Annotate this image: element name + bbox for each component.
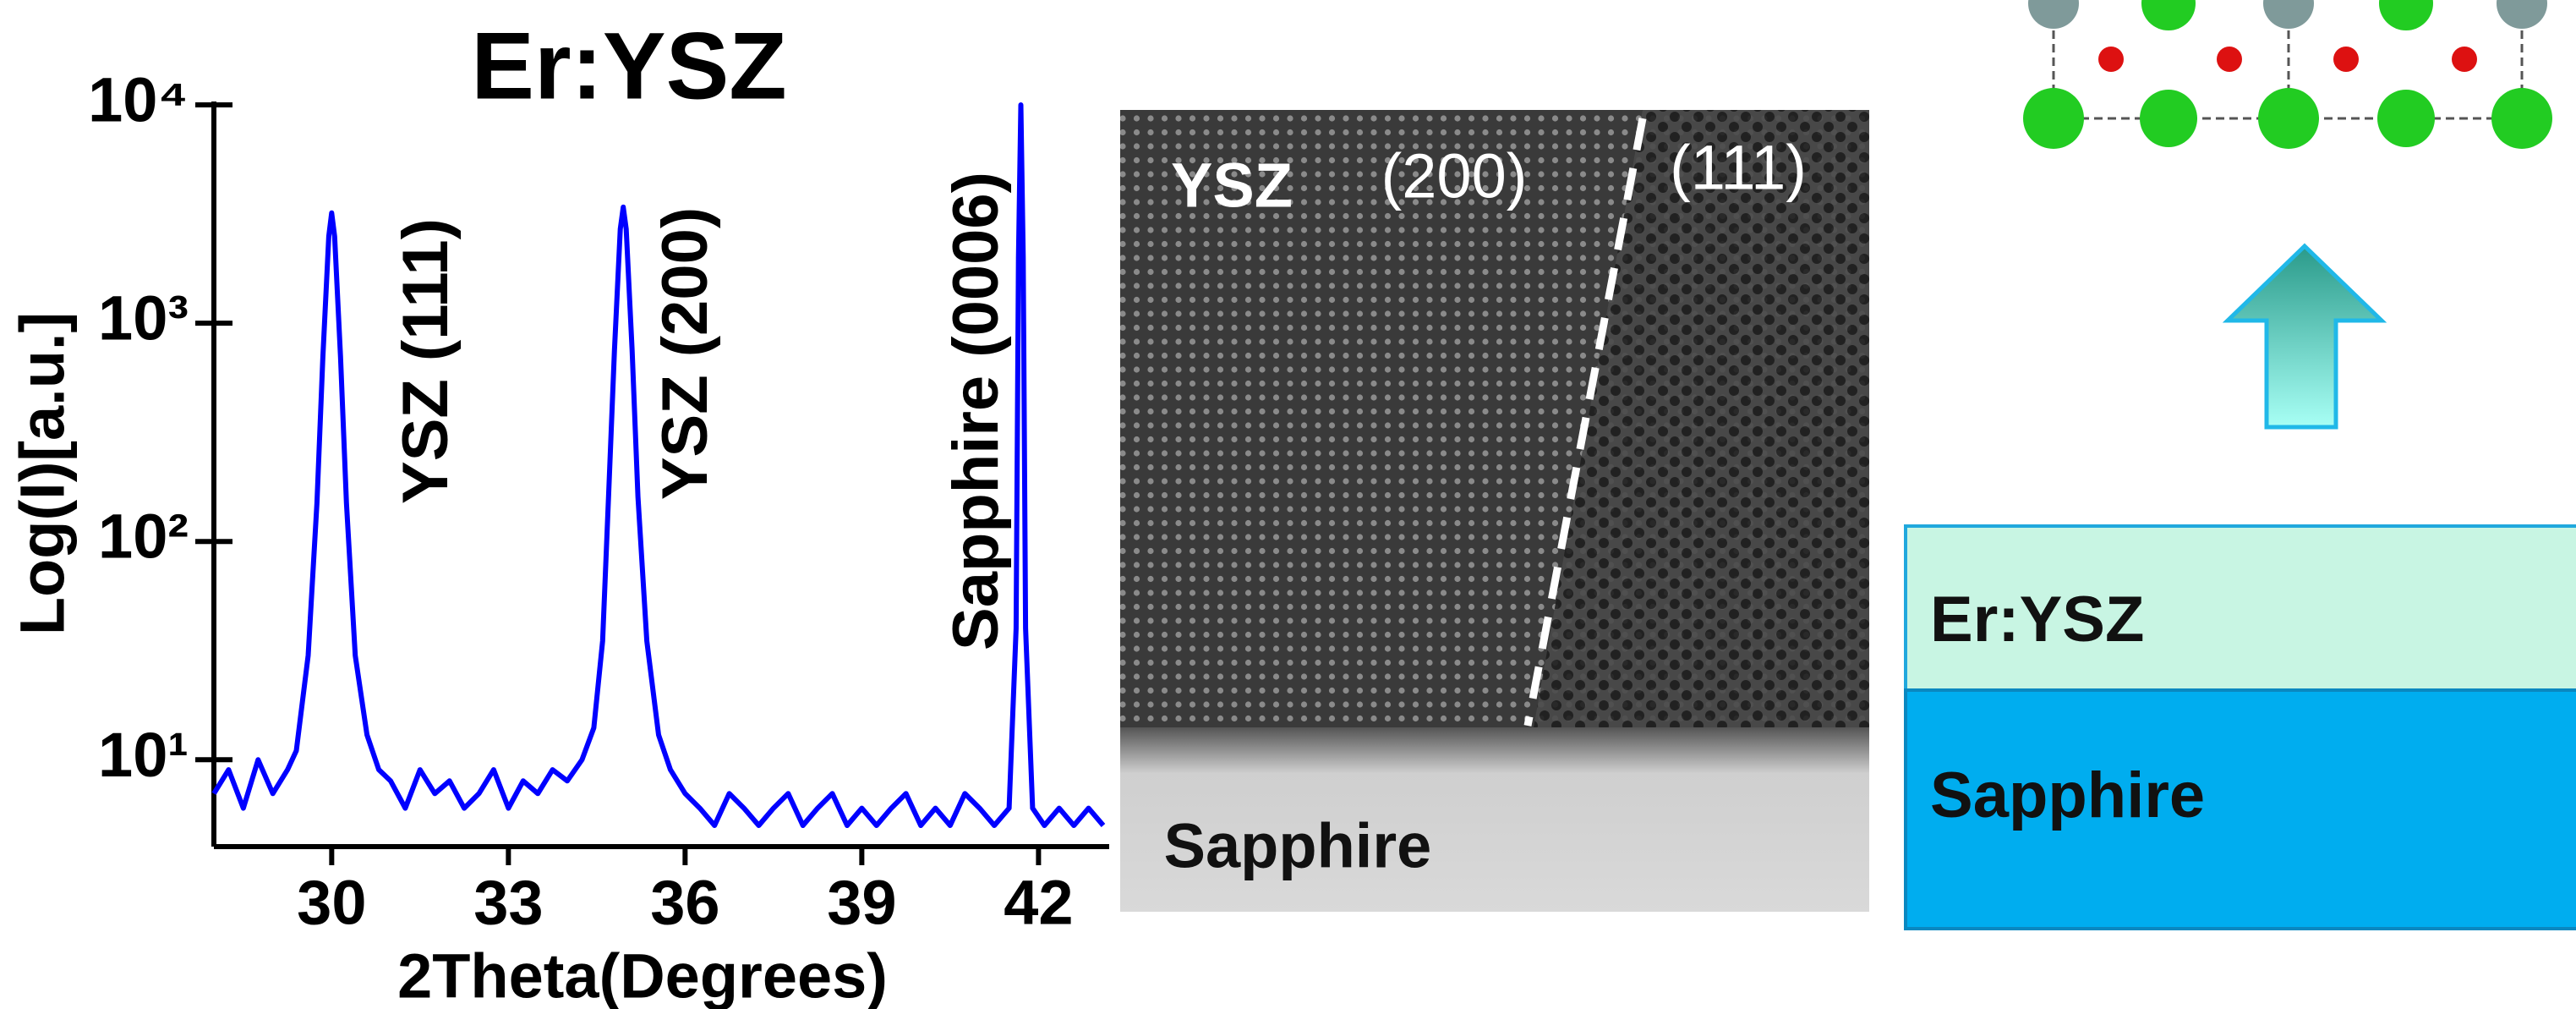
tem-label: YSZ xyxy=(1171,151,1293,221)
boundary-line xyxy=(1523,118,1647,727)
substrate-layer xyxy=(1904,688,2576,930)
layer-label: Sapphire xyxy=(1930,759,2205,831)
tem-image: YSZ (200) (111) Sapphire xyxy=(1120,110,1869,912)
x-axis-label: 2Theta(Degrees) xyxy=(397,941,888,1009)
y-tick-label: 10³ xyxy=(98,283,189,354)
plot-area: 30 33 36 39 42 10¹ 10² 10³ 10⁴ xyxy=(88,65,1109,938)
atoms xyxy=(2023,0,2552,149)
arrow xyxy=(2222,243,2387,430)
x-tick-label: 33 xyxy=(473,868,543,938)
annotation: YSZ (200) xyxy=(649,207,721,500)
schematic: Er:YSZ Sapphire xyxy=(1904,0,2576,930)
annotation: YSZ (111) xyxy=(390,218,462,504)
tem-label: (200) xyxy=(1381,141,1528,211)
y-tick-label: 10⁴ xyxy=(88,65,189,135)
x-tick-label: 39 xyxy=(827,868,896,938)
tem-substrate xyxy=(1120,727,1869,912)
x-tick-label: 30 xyxy=(297,868,366,938)
data-line xyxy=(211,102,1106,828)
tem-label: Sapphire xyxy=(1164,811,1432,881)
x-tick-label: 42 xyxy=(1004,868,1073,938)
chart-title: Er:YSZ xyxy=(471,14,786,119)
tem-lattice-111 xyxy=(1528,110,1869,761)
tem-label: (111) xyxy=(1670,133,1807,203)
layer-label: Er:YSZ xyxy=(1930,584,2144,655)
y-tick-label: 10¹ xyxy=(98,720,189,790)
annotation: Sapphire (0006) xyxy=(940,172,1012,650)
x-tick-label: 36 xyxy=(650,868,719,938)
film-layer xyxy=(1904,524,2576,692)
y-axis-label: Log(I)[a.u.] xyxy=(8,312,78,635)
y-tick-label: 10² xyxy=(98,502,189,572)
